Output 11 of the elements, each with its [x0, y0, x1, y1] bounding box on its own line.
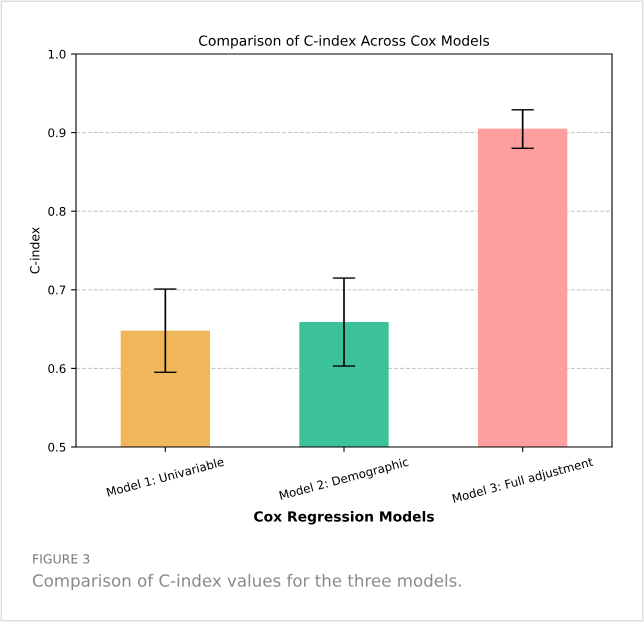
y-tick-label: 0.5: [48, 442, 66, 452]
x-axis-title: Cox Regression Models: [254, 510, 434, 525]
caption: FIGURE 3: [33, 554, 90, 564]
y-axis-title: C-index: [30, 227, 40, 274]
y-tick-label: 0.6: [48, 364, 66, 374]
y-tick-label: 1.0: [48, 50, 66, 59]
text: Comparison of C-index values for the three models.: [32, 574, 461, 590]
y-tick-label: 0.8: [48, 206, 66, 216]
y-tick-label: 0.7: [48, 286, 66, 294]
y-tick-label: 0.9: [48, 128, 66, 138]
chart-title: Comparison of C-index Across Cox Models: [199, 35, 490, 49]
